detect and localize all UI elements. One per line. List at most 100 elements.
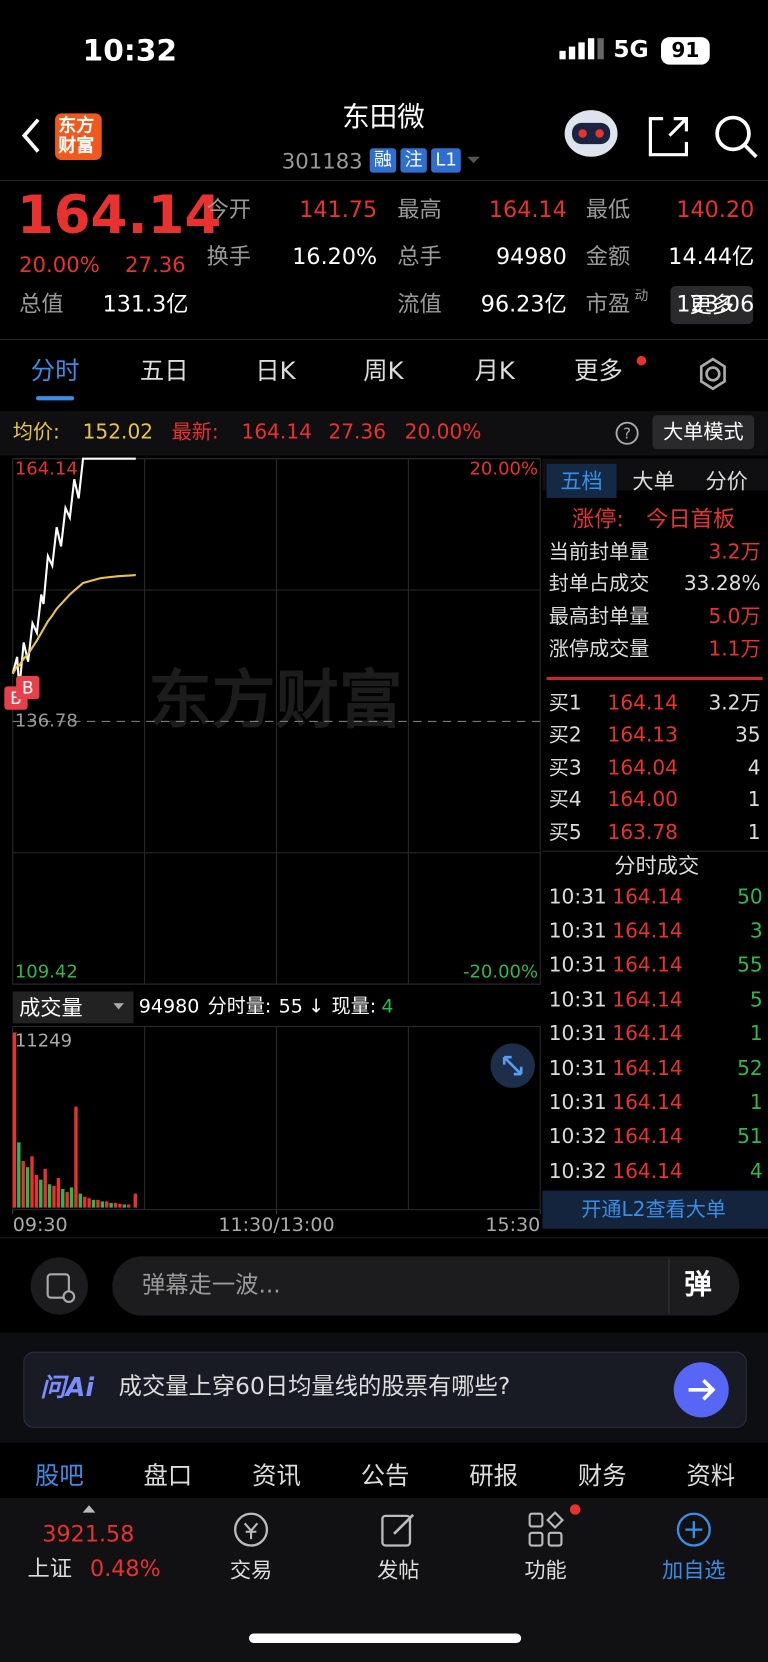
trade-time: 10:31: [548, 1022, 607, 1046]
period-tab[interactable]: 更多: [574, 358, 623, 386]
volume-tick-label: 11249: [15, 1030, 72, 1051]
stock-code: 301183: [281, 148, 363, 174]
volume-bar: [100, 1201, 105, 1208]
trade-time: 10:31: [548, 988, 607, 1012]
robot-icon[interactable]: [561, 106, 620, 161]
field-value: 96.23亿: [480, 291, 567, 318]
field-value: 140.20: [676, 197, 755, 223]
volume-bar: [109, 1202, 113, 1208]
home-indicator: [248, 1633, 522, 1643]
nav-icon[interactable]: [673, 1508, 715, 1550]
trade-time: 10:31: [548, 919, 607, 943]
volume-bar: [78, 1193, 83, 1208]
nav-icon[interactable]: [377, 1508, 419, 1550]
battery: 91: [661, 37, 710, 65]
book-tab[interactable]: 大单: [632, 468, 675, 494]
last-label: 最新:: [171, 420, 219, 444]
trade-time: 10:31: [548, 953, 607, 978]
l2-banner-text[interactable]: 开通L2查看大单: [581, 1197, 726, 1221]
bid-volume: 35: [734, 723, 761, 747]
trade-volume: 1: [749, 1022, 763, 1046]
back-button[interactable]: [19, 117, 44, 155]
ai-send[interactable]: [673, 1361, 730, 1418]
y-tick-label: 136.78: [15, 710, 78, 731]
share-icon[interactable]: [646, 114, 690, 158]
settings-icon[interactable]: [695, 356, 731, 392]
y2-tick-label: 20.00%: [469, 458, 538, 479]
book-tab[interactable]: 分价: [705, 468, 748, 494]
field-label-sup: 动: [634, 287, 649, 304]
ai-logo: 问Ai: [40, 1372, 95, 1403]
period-tab[interactable]: 分时: [30, 358, 80, 386]
limit-label: 涨停:: [572, 506, 625, 533]
bid-price: 164.04: [607, 755, 678, 780]
danmaku-toggle[interactable]: [30, 1256, 89, 1315]
volume-bar: [113, 1202, 118, 1208]
bottom-tab[interactable]: 资料: [686, 1463, 736, 1491]
badges: 融注 L1: [369, 148, 466, 173]
field-label: 金额: [585, 244, 631, 270]
trade-volume: 3: [749, 919, 763, 943]
bottom-tab[interactable]: 财务: [577, 1463, 627, 1491]
separator: [668, 1258, 670, 1314]
period-tab[interactable]: 周K: [363, 358, 404, 386]
nav-label[interactable]: 发帖: [377, 1557, 420, 1583]
stat-label: 最高封单量: [548, 604, 650, 629]
bottom-tab[interactable]: 研报: [469, 1463, 518, 1491]
badge: 融: [369, 148, 397, 173]
volume-bar: [122, 1204, 127, 1208]
bottom-tab[interactable]: 资讯: [252, 1463, 301, 1491]
trade-volume: 51: [737, 1125, 763, 1149]
period-tab[interactable]: 日K: [255, 358, 296, 386]
bottom-tab[interactable]: 公告: [360, 1463, 410, 1491]
up-icon: [82, 1505, 96, 1513]
search-icon[interactable]: [712, 112, 761, 161]
expand-button[interactable]: [489, 1042, 536, 1089]
trade-time: 10:31: [548, 885, 607, 909]
more-button[interactable]: 更多: [670, 286, 754, 325]
nav-label[interactable]: 功能: [524, 1557, 567, 1583]
bottom-tab[interactable]: 盘口: [143, 1463, 193, 1491]
nav-label[interactable]: 加自选: [662, 1557, 726, 1583]
ai-question: 成交量上穿60日均量线的股票有哪些?: [118, 1373, 511, 1401]
big-order-mode[interactable]: 大单模式: [652, 415, 755, 450]
change: 27.36: [328, 420, 387, 444]
field-value: 14.44亿: [668, 244, 755, 270]
ai-box[interactable]: [23, 1351, 747, 1428]
x-tick-label: 09:30: [13, 1214, 68, 1236]
comment-input[interactable]: [112, 1256, 740, 1316]
divider: [0, 338, 768, 341]
index-value: 3921.58: [42, 1521, 135, 1547]
x-tick-label: 15:30: [485, 1214, 540, 1236]
info-bar: [0, 411, 768, 456]
volume-total: 94980: [138, 995, 200, 1018]
trade-time: 10:31: [548, 1056, 607, 1081]
tab-indicator: [36, 396, 75, 401]
trade-volume: 52: [737, 1056, 763, 1081]
field-value: 141.75: [299, 197, 378, 223]
trade-price: 164.14: [612, 1125, 683, 1149]
period-tab[interactable]: 五日: [139, 358, 189, 386]
nav-icon[interactable]: [230, 1508, 272, 1550]
volume-bar: [118, 1203, 122, 1208]
nav-label[interactable]: 交易: [229, 1557, 273, 1583]
trade-marker-label: B: [10, 688, 22, 708]
volume-bar: [61, 1188, 65, 1208]
volume-bar: [30, 1156, 34, 1208]
trade-volume: 1: [749, 1091, 763, 1115]
nav-icon[interactable]: [524, 1508, 566, 1550]
status-network: 5G: [613, 37, 649, 64]
volume-bar: [34, 1174, 39, 1208]
volume-selector[interactable]: [12, 991, 134, 1024]
bottom-tab[interactable]: 股吧: [34, 1463, 84, 1491]
price-line: [11, 573, 136, 675]
index-change: 0.48%: [90, 1556, 161, 1582]
help-icon[interactable]: ?: [614, 421, 639, 446]
stat-value: 3.2万: [708, 539, 761, 564]
danmaku-button[interactable]: 弹: [684, 1269, 712, 1301]
red-dot: [636, 355, 647, 366]
period-tab[interactable]: 月K: [474, 358, 515, 386]
x-tick-label: 11:30/13:00: [218, 1214, 334, 1236]
book-tab[interactable]: 五档: [560, 468, 603, 494]
